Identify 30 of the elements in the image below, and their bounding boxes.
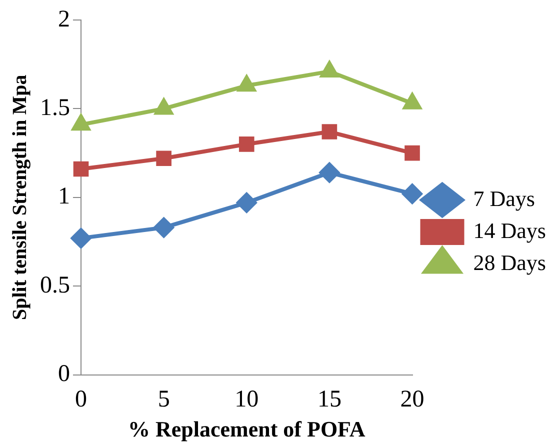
legend-label: 14 Days (473, 218, 546, 243)
point (71, 228, 91, 248)
point (403, 93, 422, 110)
point (402, 184, 422, 204)
legend-label: 28 Days (473, 250, 546, 275)
y-tick-label: 0 (58, 361, 70, 388)
point (322, 124, 338, 140)
y-tick-label: 1 (58, 184, 70, 210)
point (404, 145, 420, 161)
x-tick-label: 0 (75, 386, 87, 412)
point (319, 162, 340, 183)
point (72, 114, 90, 131)
x-tick-label: 15 (317, 386, 342, 412)
point (236, 192, 257, 213)
y-axis-title: Split tensile Strength in Mpa (9, 74, 32, 320)
point (154, 98, 173, 115)
y-tick-label: 0.5 (40, 272, 70, 298)
x-tick-label: 20 (400, 386, 424, 412)
point (154, 218, 174, 238)
y-tick-label: 2 (58, 6, 70, 32)
point (238, 76, 256, 92)
point (320, 61, 338, 78)
legend-label: 7 Days (473, 186, 535, 211)
point (156, 150, 172, 166)
point (238, 136, 254, 152)
point (73, 161, 89, 177)
x-tick-label: 10 (234, 386, 259, 412)
x-tick-label: 5 (158, 386, 170, 412)
y-tick-label: 1.5 (40, 94, 70, 121)
x-axis-title: % Replacement of POFA (128, 416, 366, 442)
